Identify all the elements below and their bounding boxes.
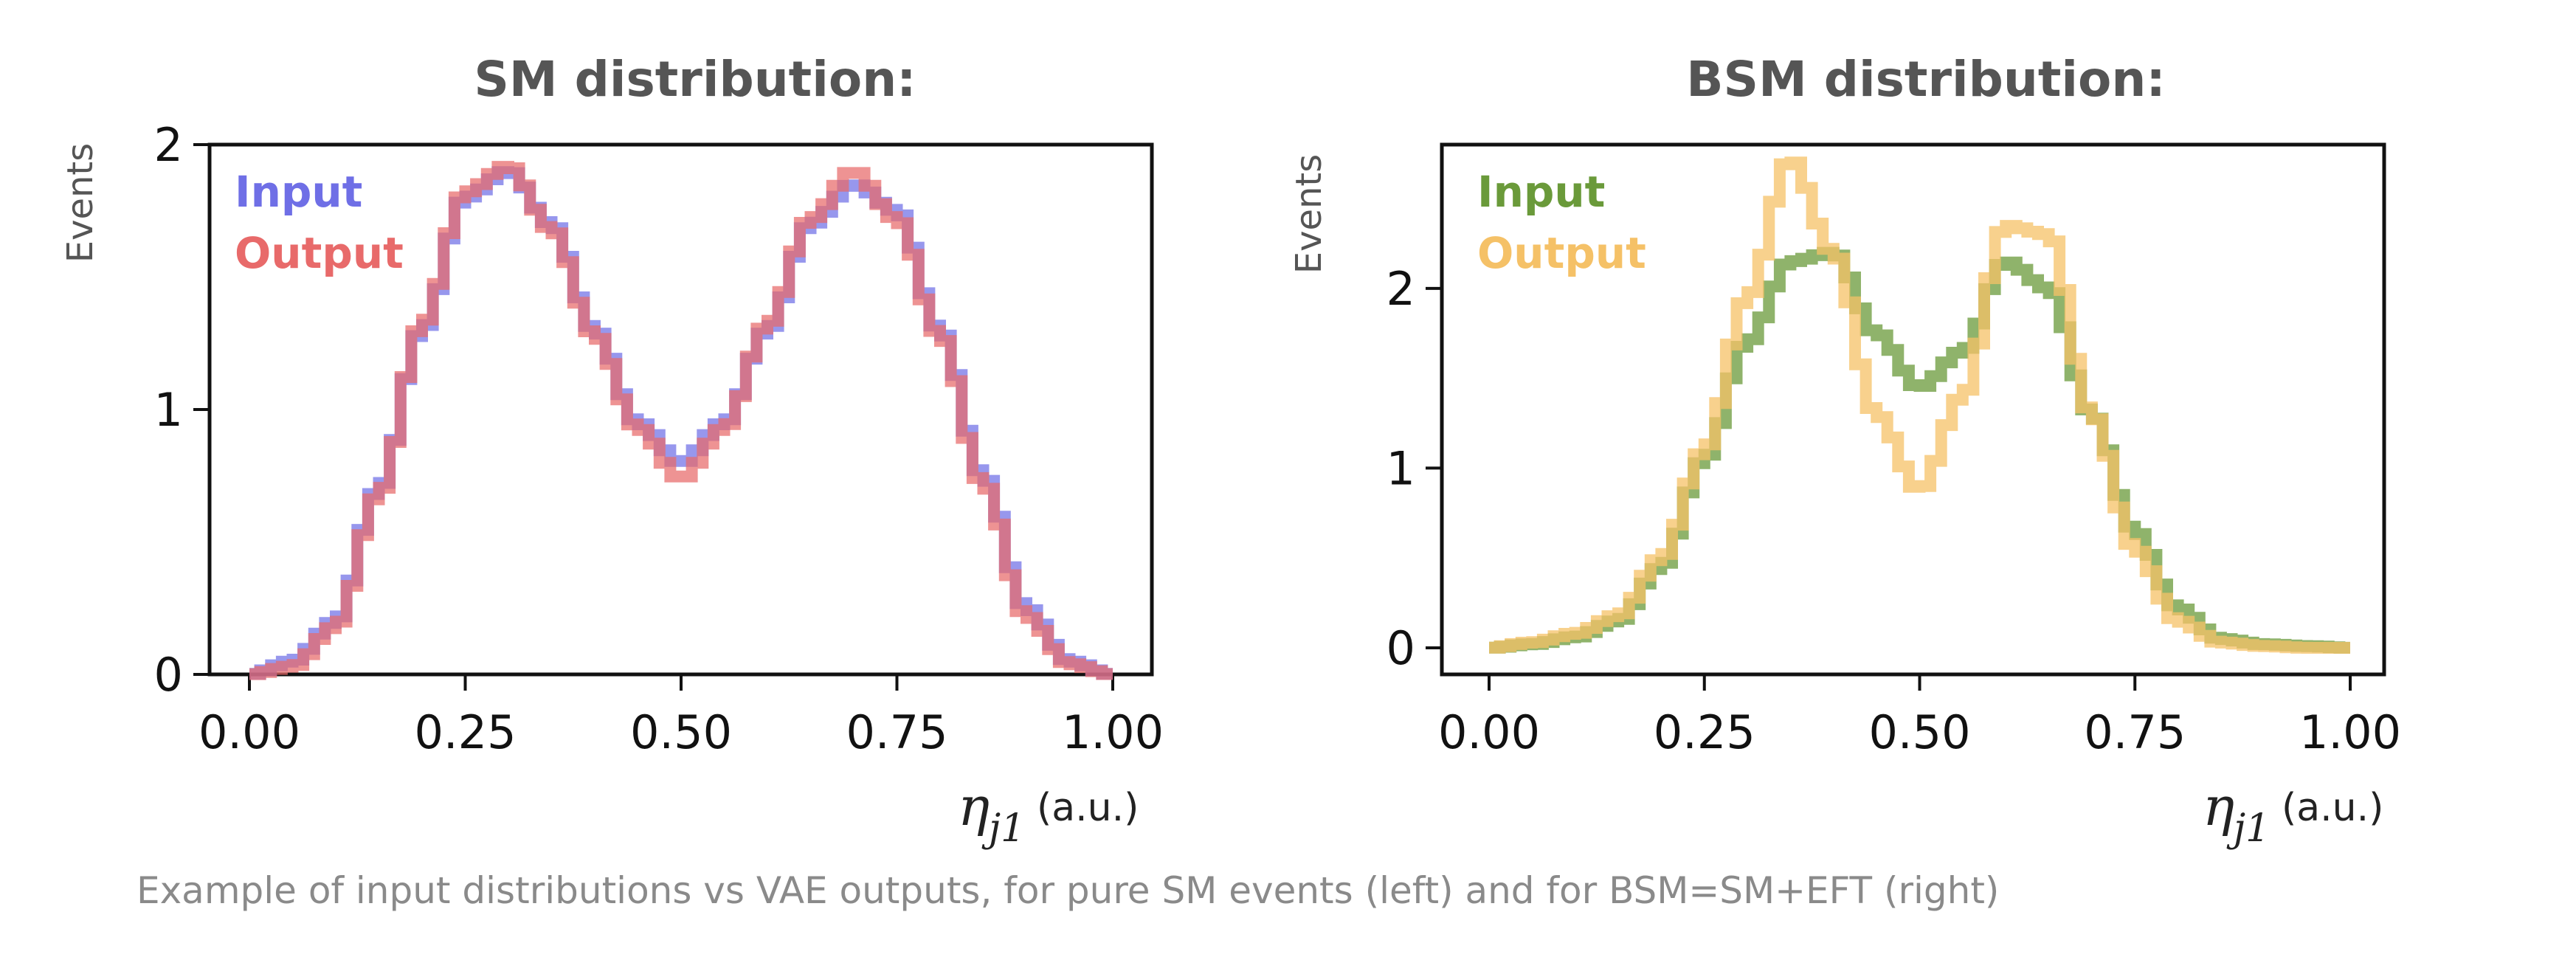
- sm-y-tick-label-1: 1: [154, 383, 183, 437]
- bsm-x-tick-label-3: 0.75: [2084, 705, 2186, 759]
- sm-plot-marks: 0.00 0.25 0.50 0.75 1.00 0 1 2: [154, 118, 1164, 759]
- bsm-x-tick-label-1: 0.25: [1654, 705, 1755, 759]
- sm-x-axis-unit: (a.u.): [1037, 786, 1139, 830]
- bsm-y-tick-label-2: 2: [1387, 262, 1415, 316]
- bsm-y-tick-label-1: 1: [1387, 441, 1415, 495]
- sm-x-tick-label-1: 0.25: [414, 705, 516, 759]
- sm-panel: SM distribution: Events 0.00 0.25 0.50 0.75…: [60, 51, 1164, 851]
- bsm-legend-output: Output: [1477, 228, 1646, 278]
- sm-x-tick-label-3: 0.75: [846, 705, 947, 759]
- sm-y-tick-label-2: 2: [154, 118, 183, 172]
- bsm-x-axis-label: η j1 (a.u.): [2203, 775, 2383, 851]
- bsm-series-input-line: [1489, 246, 2350, 654]
- sm-y-axis-label: Events: [60, 143, 101, 263]
- bsm-panel: BSM distribution: Events 0.00 0.25 0.50 0.7…: [1288, 51, 2401, 851]
- sm-series-output-line: [249, 161, 1113, 680]
- bsm-x-tick-label-0: 0.00: [1438, 705, 1540, 759]
- sm-x-axis-symbol: η: [958, 775, 990, 837]
- sm-legend-input: Input: [235, 167, 362, 217]
- bsm-y-axis-label: Events: [1288, 154, 1330, 274]
- bsm-plot-marks: 0.00 0.25 0.50 0.75 1.00 0 1 2: [1387, 156, 2401, 759]
- bsm-x-tick-label-4: 1.00: [2299, 705, 2401, 759]
- sm-x-axis-label: η j1 (a.u.): [958, 775, 1139, 851]
- bsm-legend-input: Input: [1477, 167, 1605, 217]
- bsm-x-axis-unit: (a.u.): [2282, 786, 2383, 830]
- bsm-y-tick-label-0: 0: [1387, 621, 1415, 675]
- sm-y-tick-label-0: 0: [154, 648, 183, 702]
- bsm-chart-title: BSM distribution:: [1686, 51, 2166, 108]
- figure-caption: Example of input distributions vs VAE ou…: [137, 869, 2000, 912]
- sm-chart-title: SM distribution:: [474, 51, 916, 108]
- bsm-series-output-line: [1489, 156, 2350, 654]
- bsm-x-tick-label-2: 0.50: [1868, 705, 1970, 759]
- bsm-x-axis-subscript: j1: [2226, 806, 2270, 851]
- sm-legend-output: Output: [235, 228, 404, 278]
- sm-x-axis-subscript: j1: [981, 806, 1025, 851]
- sm-x-tick-label-2: 0.50: [630, 705, 732, 759]
- bsm-x-axis-symbol: η: [2203, 775, 2234, 837]
- sm-x-tick-label-0: 0.00: [198, 705, 300, 759]
- sm-x-tick-label-4: 1.00: [1062, 705, 1164, 759]
- bsm-plot-frame: [1440, 142, 2386, 677]
